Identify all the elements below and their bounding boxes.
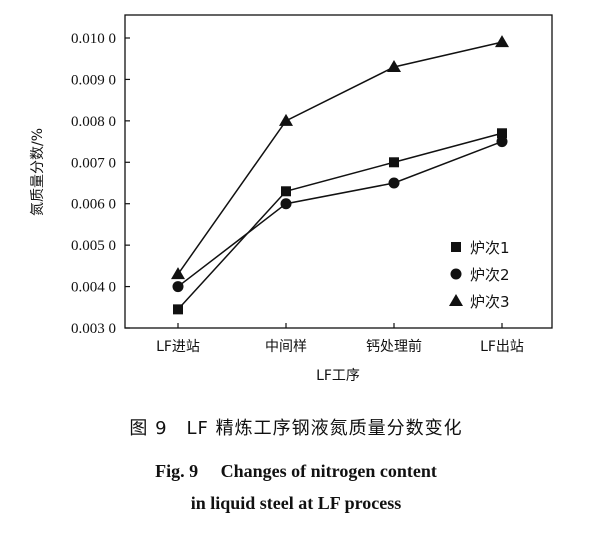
data-point bbox=[388, 177, 400, 189]
y-tick-label: 0.006 0 bbox=[71, 197, 116, 213]
legend-marker-2 bbox=[450, 268, 462, 280]
series-3 bbox=[171, 35, 509, 280]
legend-label-3: 炉次3 bbox=[470, 293, 510, 311]
legend-marker-3 bbox=[449, 294, 463, 306]
legend: 炉次1 炉次2 炉次3 bbox=[449, 239, 510, 311]
series-line-2 bbox=[177, 140, 503, 288]
figure-caption-chinese: 图 9 LF 精炼工序钢液氮质量分数变化 bbox=[129, 418, 463, 439]
series-2 bbox=[172, 136, 508, 293]
x-tick-label: LF出站 bbox=[480, 339, 524, 355]
legend-label-1: 炉次1 bbox=[470, 239, 510, 257]
data-point bbox=[495, 35, 509, 48]
data-point bbox=[173, 304, 183, 315]
data-point bbox=[280, 198, 292, 210]
nitrogen-content-chart: 0.003 0 0.004 0 0.005 0 0.006 0 0.007 0 0.008… bbox=[30, 14, 553, 384]
series-1 bbox=[173, 128, 507, 315]
y-tick-label: 0.007 0 bbox=[71, 155, 116, 171]
y-tick-label: 0.009 0 bbox=[71, 72, 116, 88]
x-axis: LF进站 中间样 钙处理前 LF出站 bbox=[156, 323, 524, 355]
data-point bbox=[172, 281, 184, 293]
data-point bbox=[497, 128, 507, 139]
legend-marker-1 bbox=[451, 242, 461, 252]
data-point bbox=[279, 113, 293, 126]
y-tick-label: 0.010 0 bbox=[71, 31, 116, 47]
y-tick-label: 0.008 0 bbox=[71, 114, 116, 130]
plot-frame bbox=[124, 14, 553, 329]
x-tick-label: 钙处理前 bbox=[366, 338, 422, 355]
legend-label-2: 炉次2 bbox=[470, 266, 510, 284]
data-point bbox=[387, 60, 401, 72]
figure-caption-english-line2: in liquid steel at LF process bbox=[190, 493, 402, 513]
x-axis-title: LF工序 bbox=[316, 368, 360, 384]
y-tick-label: 0.004 0 bbox=[71, 280, 116, 296]
series-layer bbox=[171, 35, 509, 315]
x-tick-label: LF进站 bbox=[156, 339, 200, 355]
series-line-3 bbox=[177, 41, 503, 275]
figure-caption-english-line1: Fig. 9 Changes of nitrogen content bbox=[155, 461, 437, 481]
data-point bbox=[281, 186, 291, 197]
y-tick-label: 0.003 0 bbox=[71, 321, 116, 337]
y-tick-label: 0.005 0 bbox=[71, 238, 116, 254]
data-point bbox=[496, 136, 508, 148]
series-line-1 bbox=[177, 132, 503, 310]
data-point bbox=[389, 157, 399, 168]
y-axis-title: 氮质量分数/% bbox=[30, 128, 46, 216]
y-axis: 0.003 0 0.004 0 0.005 0 0.006 0 0.007 0 0.008… bbox=[71, 31, 130, 337]
data-point bbox=[171, 267, 185, 280]
x-tick-label: 中间样 bbox=[265, 339, 307, 355]
